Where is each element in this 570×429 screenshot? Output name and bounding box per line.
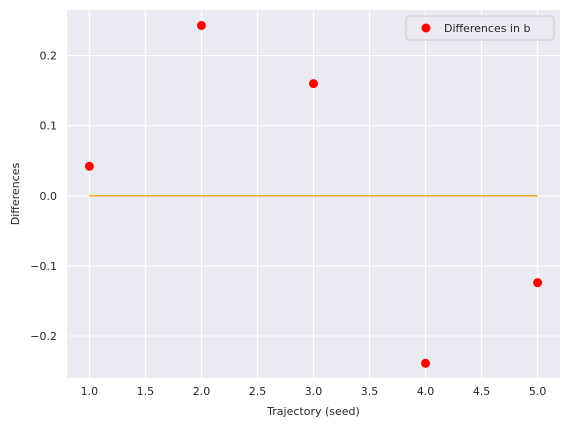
legend-label: Differences in b xyxy=(444,22,530,35)
scatter-point xyxy=(84,161,94,171)
y-tick-label: 0.1 xyxy=(40,120,58,133)
legend-box xyxy=(405,15,555,41)
x-tick-label: 2.0 xyxy=(193,385,211,398)
x-tick-label: 1.5 xyxy=(137,385,155,398)
scatter-point xyxy=(309,79,318,89)
x-tick-label: 4.5 xyxy=(473,385,491,398)
x-tick-label: 2.5 xyxy=(249,385,267,398)
y-tick-label: 0.0 xyxy=(40,190,58,203)
x-tick-label: 3.0 xyxy=(305,385,323,398)
x-tick-label: 5.0 xyxy=(529,385,547,398)
data-marks xyxy=(84,20,543,368)
legend-marker xyxy=(421,23,431,33)
legend: Differences in b xyxy=(405,15,555,41)
y-tick-label: −0.2 xyxy=(30,330,57,343)
x-tick-label: 1.0 xyxy=(81,385,99,398)
y-tick-label: 0.2 xyxy=(40,50,58,63)
x-axis-label: Trajectory (seed) xyxy=(266,405,360,418)
scatter-point xyxy=(533,278,543,288)
y-axis-label: Differences xyxy=(9,163,22,226)
tick-labels: 1.0 1.5 2.0 2.5 3.0 3.5 4.0 4.5 5.0 −0.2 −0.1 0.0 0.… xyxy=(30,50,546,398)
grid xyxy=(67,10,560,378)
x-tick-label: 4.0 xyxy=(417,385,435,398)
scatter-point xyxy=(196,20,206,30)
scatter-point xyxy=(421,358,431,368)
y-tick-label: −0.1 xyxy=(30,260,57,273)
x-tick-label: 3.5 xyxy=(361,385,379,398)
